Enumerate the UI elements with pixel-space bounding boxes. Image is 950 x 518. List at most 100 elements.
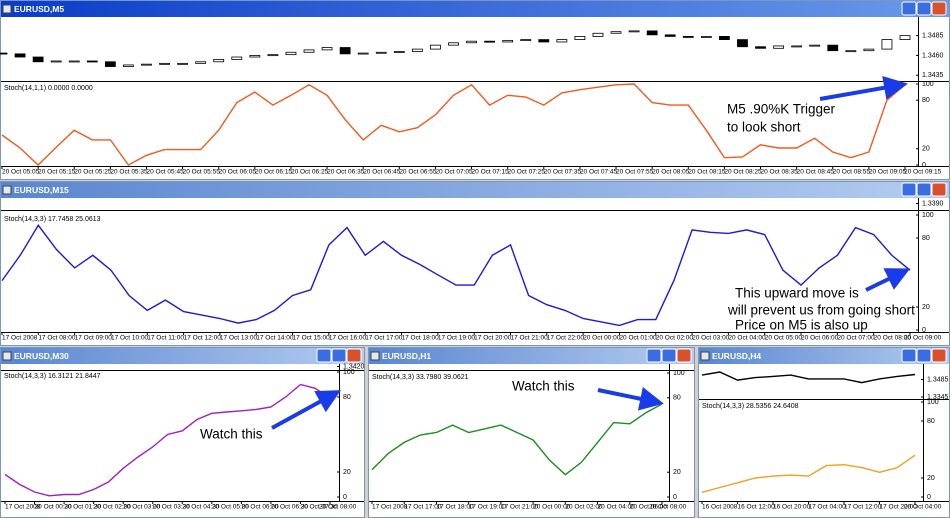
y-tick-label: 20 bbox=[673, 469, 681, 476]
maximize-button[interactable] bbox=[661, 348, 677, 363]
stoch-line bbox=[4, 383, 331, 497]
minimize-button[interactable] bbox=[901, 1, 917, 16]
annotation: Price on M5 is also up bbox=[735, 318, 868, 333]
annotation-arrow bbox=[865, 268, 911, 292]
close-button[interactable] bbox=[931, 182, 947, 197]
x-tick-label: 20 Oct 06:15 bbox=[255, 169, 293, 176]
candle-body bbox=[520, 39, 532, 41]
x-tick-label: 17 Oct 13:00 bbox=[220, 335, 258, 342]
candle-body bbox=[411, 48, 423, 52]
x-tick-label: 20 Oct 06:00 bbox=[630, 504, 668, 511]
y-tick-label: 20 bbox=[927, 475, 935, 482]
window-icon bbox=[2, 351, 12, 361]
x-tick-label: 20 Oct 08:00 bbox=[874, 335, 912, 342]
x-tick-label: 20 Oct 01:30 bbox=[64, 504, 102, 511]
minimize-button[interactable] bbox=[901, 348, 917, 363]
maximize-button[interactable] bbox=[916, 348, 932, 363]
x-tick-label: 16 Oct 20:00 bbox=[773, 504, 811, 511]
x-tick-label: 17 Oct 10:00 bbox=[111, 335, 149, 342]
minimize-button[interactable] bbox=[316, 348, 332, 363]
x-tick-label: 20 Oct 00:00 bbox=[583, 335, 621, 342]
x-tick-label: 20 Oct 08:05 bbox=[652, 169, 690, 176]
y-tick-label: 20 bbox=[922, 304, 930, 311]
x-tick-label: 20 Oct 03:30 bbox=[153, 504, 191, 511]
annotation-arrow bbox=[597, 387, 664, 411]
chart-window bbox=[0, 347, 365, 518]
y-tick-label: 20 bbox=[922, 146, 930, 153]
x-tick-label: 20 Oct 07:15 bbox=[472, 169, 510, 176]
x-tick-label: 20 Oct 06:30 bbox=[271, 504, 309, 511]
x-tick-label: 20 Oct 08:00 bbox=[649, 504, 687, 511]
candle-body bbox=[393, 51, 405, 53]
candle-body bbox=[68, 60, 80, 63]
candle-body bbox=[0, 52, 8, 55]
candle-body bbox=[863, 48, 875, 52]
close-button[interactable] bbox=[931, 348, 947, 363]
candle-body bbox=[737, 39, 748, 48]
window-icon bbox=[700, 351, 710, 361]
y-tick-label: 80 bbox=[922, 235, 930, 242]
x-tick-label: 20 Oct 06:55 bbox=[399, 169, 437, 176]
x-tick-label: 17 Oct 12:00 bbox=[184, 335, 222, 342]
close-button[interactable] bbox=[931, 1, 947, 16]
x-tick-label: 17 Oct 14:00 bbox=[256, 335, 294, 342]
window-icon bbox=[2, 4, 12, 14]
maximize-button[interactable] bbox=[916, 1, 932, 16]
x-tick-label: 20 Oct 06:35 bbox=[327, 169, 365, 176]
maximize-button[interactable] bbox=[916, 182, 932, 197]
candle-body bbox=[610, 31, 622, 34]
y-tick-label: 100 bbox=[922, 212, 934, 219]
x-tick-label: 17 Oct 11:00 bbox=[147, 335, 184, 342]
candle-body bbox=[682, 36, 694, 38]
x-tick-label: 17 Oct 2008 bbox=[372, 504, 408, 511]
candle-body bbox=[195, 61, 207, 64]
candle-body bbox=[14, 53, 26, 58]
x-tick-label: 20 Oct 06:00 bbox=[801, 335, 839, 342]
window-icon bbox=[2, 185, 12, 195]
candle-body bbox=[249, 55, 261, 58]
annotation: Watch this bbox=[512, 379, 575, 394]
x-tick-label: 20 Oct 07:05 bbox=[435, 169, 473, 176]
candle-body bbox=[538, 39, 550, 43]
stoch-line bbox=[371, 403, 663, 476]
y-tick-label: 0 bbox=[927, 494, 931, 501]
x-tick-label: 20 Oct 06:45 bbox=[363, 169, 401, 176]
x-tick-label: 20 Oct 05:35 bbox=[110, 169, 148, 176]
title-bar bbox=[1, 182, 949, 198]
x-tick-label: 17 Oct 19:00 bbox=[438, 335, 476, 342]
close-button[interactable] bbox=[346, 348, 362, 363]
candle-body bbox=[664, 34, 676, 37]
candle-body bbox=[827, 44, 839, 52]
x-tick-label: 20 Oct 05:55 bbox=[183, 169, 221, 176]
x-tick-label: 20 Oct 06:00 bbox=[241, 504, 279, 511]
y-tick-label: 80 bbox=[927, 418, 935, 425]
y-tick-label: 100 bbox=[927, 399, 939, 406]
annotation: M5 .90%K Trigger bbox=[727, 102, 836, 117]
maximize-button[interactable] bbox=[331, 348, 347, 363]
x-tick-label: 17 Oct 2008 bbox=[5, 504, 41, 511]
x-tick-label: 16 Oct 12:00 bbox=[738, 504, 776, 511]
x-tick-label: 20 Oct 07:45 bbox=[580, 169, 618, 176]
x-tick-label: 20 Oct 00:30 bbox=[35, 504, 73, 511]
candle-body bbox=[809, 44, 821, 47]
close-button[interactable] bbox=[676, 348, 692, 363]
candle-body bbox=[50, 60, 62, 63]
candle-body bbox=[448, 42, 459, 46]
x-tick-label: 20 Oct 05:25 bbox=[74, 169, 112, 176]
candle-body bbox=[700, 36, 712, 38]
indicator-label: Stoch(14,1,1) 0.0000 0.0000 bbox=[4, 85, 93, 92]
x-tick-label: 17 Oct 22:00 bbox=[547, 335, 585, 342]
stoch-line bbox=[1, 224, 911, 327]
x-tick-label: 17 Oct 2008 bbox=[2, 335, 38, 342]
candle-body bbox=[104, 61, 116, 67]
minimize-button[interactable] bbox=[646, 348, 662, 363]
window-icon bbox=[370, 351, 380, 361]
candle-body bbox=[357, 52, 369, 55]
x-tick-label: 20 Oct 07:30 bbox=[300, 504, 338, 511]
x-tick-label: 20 Oct 01:00 bbox=[619, 335, 657, 342]
y-tick-label: 0 bbox=[922, 327, 926, 334]
x-tick-label: 20 Oct 06:05 bbox=[219, 169, 257, 176]
x-tick-label: 17 Oct 18:00 bbox=[402, 335, 440, 342]
minimize-button[interactable] bbox=[901, 182, 917, 197]
y-tick-label: 0 bbox=[673, 494, 677, 501]
